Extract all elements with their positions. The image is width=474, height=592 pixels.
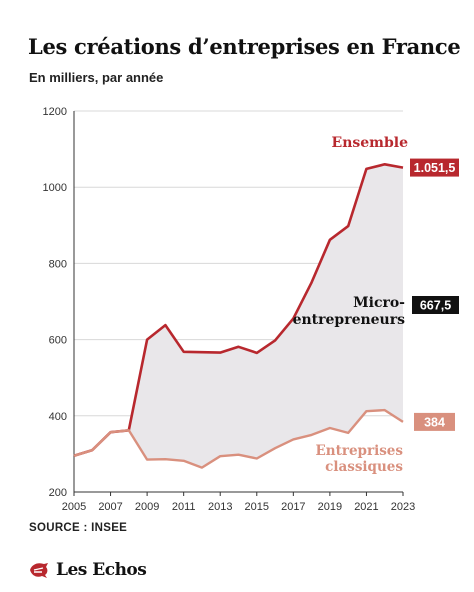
micro-entrepreneurs-value-label: 667,5 <box>420 299 451 313</box>
classiques-series-label-line2: classiques <box>325 459 403 475</box>
ensemble-series-label: Ensemble <box>332 135 409 151</box>
source-note: SOURCE : INSEE <box>29 522 128 534</box>
ensemble-value-badge <box>410 158 459 177</box>
x-tick-label: 2021 <box>354 501 378 513</box>
chart-subtitle: En milliers, par année <box>29 70 164 85</box>
x-tick-label: 2017 <box>281 501 305 513</box>
micro-entrepreneurs-label-line2: entrepreneurs <box>293 312 406 328</box>
classiques-value-label: 384 <box>424 415 445 429</box>
chart-title: Les créations d’entreprises en France <box>28 34 461 59</box>
y-tick-label: 1000 <box>43 182 67 194</box>
x-tick-label: 2013 <box>208 501 232 513</box>
x-tick-label: 2019 <box>318 501 342 513</box>
publisher-logo: Les Echos <box>28 560 147 580</box>
y-tick-label: 400 <box>49 411 67 423</box>
x-tick-label: 2011 <box>172 501 196 513</box>
micro-entrepreneurs-label-line1: Micro- <box>353 295 405 311</box>
logo-text: Les Echos <box>56 560 147 580</box>
x-tick-label: 2009 <box>135 501 159 513</box>
classiques-value-badge <box>414 412 455 431</box>
y-tick-label: 200 <box>49 487 67 499</box>
les-echos-logo-icon <box>30 563 48 578</box>
x-tick-label: 2005 <box>62 501 86 513</box>
entreprises-classiques-line <box>73 408 404 469</box>
y-tick-label: 600 <box>49 335 67 347</box>
x-tick-label: 2015 <box>245 501 269 513</box>
ensemble-value-label: 1.051,5 <box>414 161 456 175</box>
micro-entrepreneurs-value-badge <box>412 296 459 314</box>
y-tick-label: 1200 <box>43 106 67 118</box>
x-tick-label: 2007 <box>98 501 122 513</box>
micro-entrepreneurs-area <box>74 164 403 468</box>
x-tick-label: 2023 <box>391 501 415 513</box>
classiques-series-label-line1: Entreprises <box>315 443 403 459</box>
y-tick-label: 800 <box>49 258 67 270</box>
